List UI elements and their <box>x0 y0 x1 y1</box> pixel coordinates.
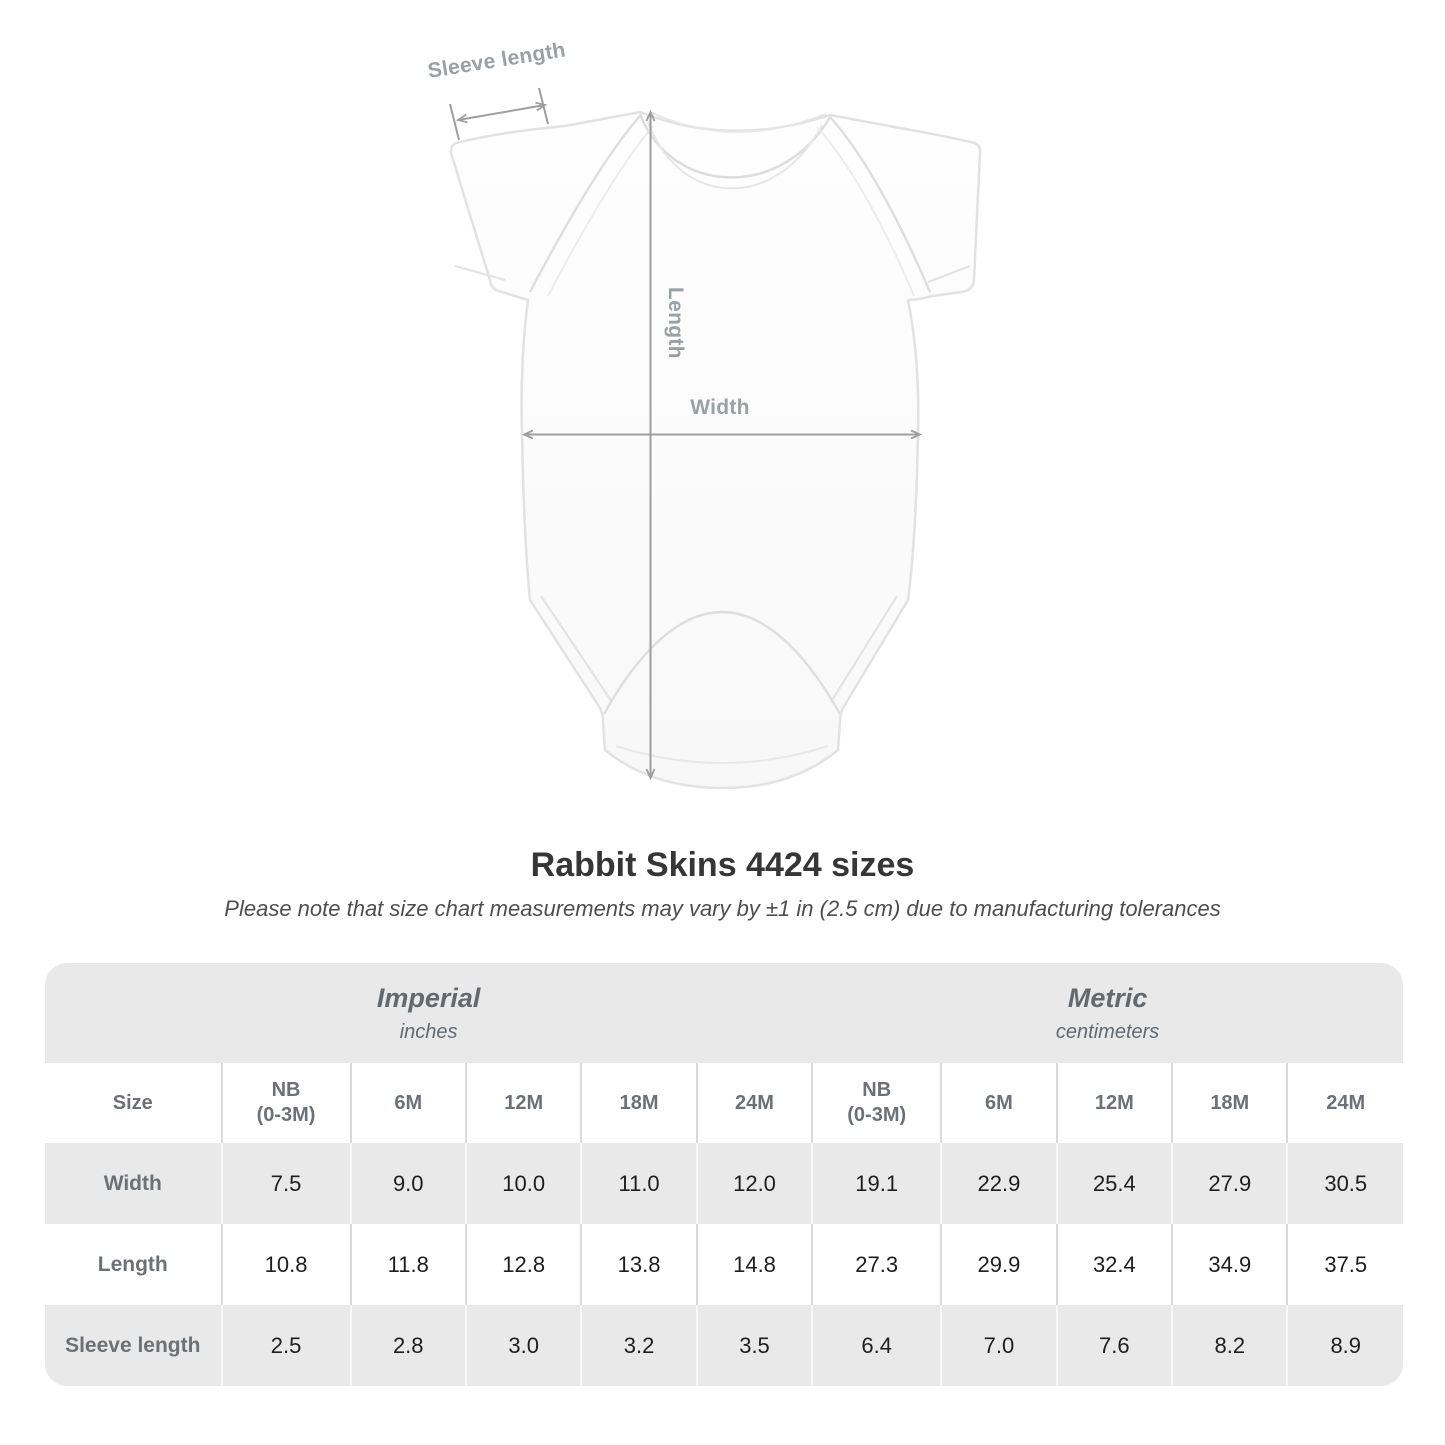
col-header-imperial-6m: 6M <box>349 1063 466 1143</box>
col-header-metric-6m: 6M <box>940 1063 1057 1143</box>
sleeve-imperial-nb: 2.5 <box>220 1305 351 1386</box>
length-imperial-18m: 13.8 <box>580 1224 697 1305</box>
sleeve-metric-12m: 7.6 <box>1055 1305 1173 1386</box>
width-metric-24m: 30.5 <box>1286 1143 1403 1224</box>
sleeve-metric-6m: 7.0 <box>940 1305 1057 1386</box>
width-imperial-18m: 11.0 <box>580 1143 697 1224</box>
sleeve-length-row: Sleeve length 2.5 2.8 3.0 3.2 3.5 6.4 7.… <box>45 1305 1403 1386</box>
width-imperial-6m: 9.0 <box>349 1143 466 1224</box>
length-dim-label: Length <box>664 287 687 359</box>
size-header-row: Size NB (0-3M) 6M 12M 18M 24M NB (0-3M) … <box>45 1063 1403 1143</box>
col-header-metric-18m: 18M <box>1171 1063 1288 1143</box>
width-row: Width 7.5 9.0 10.0 11.0 12.0 19.1 22.9 2… <box>45 1143 1403 1224</box>
width-metric-12m: 25.4 <box>1055 1143 1173 1224</box>
row-label-length: Length <box>45 1224 222 1305</box>
col-header-metric-24m: 24M <box>1286 1063 1403 1143</box>
length-imperial-6m: 11.8 <box>349 1224 466 1305</box>
width-metric-nb: 19.1 <box>811 1143 942 1224</box>
sleeve-imperial-12m: 3.0 <box>464 1305 582 1386</box>
length-metric-nb: 27.3 <box>811 1224 942 1305</box>
sleeve-dimension-tick-right <box>538 87 549 125</box>
width-imperial-nb: 7.5 <box>220 1143 351 1224</box>
metric-group-label: Metric <box>1067 982 1148 1013</box>
length-metric-18m: 34.9 <box>1171 1224 1288 1305</box>
row-label-width: Width <box>45 1143 222 1224</box>
width-metric-18m: 27.9 <box>1171 1143 1288 1224</box>
width-metric-6m: 22.9 <box>940 1143 1057 1224</box>
sleeve-imperial-24m: 3.5 <box>695 1305 813 1386</box>
length-metric-12m: 32.4 <box>1055 1224 1173 1305</box>
unit-group-row: Imperial inches Metric centimeters <box>45 963 1403 1063</box>
imperial-group-label: Imperial <box>376 982 481 1013</box>
dimension-lines <box>449 87 923 781</box>
col-header-metric-12m: 12M <box>1055 1063 1173 1143</box>
garment-diagram: Sleeve length Length Width <box>426 38 982 790</box>
length-imperial-12m: 12.8 <box>464 1224 582 1305</box>
sleeve-metric-nb: 6.4 <box>811 1305 942 1386</box>
sleeve-dimension-line <box>455 101 548 124</box>
width-dim-label: Width <box>690 396 750 419</box>
bodysuit-outline <box>449 110 982 790</box>
sleeve-metric-24m: 8.9 <box>1286 1305 1403 1386</box>
bodysuit-illustration <box>449 87 982 790</box>
tolerance-note: Please note that size chart measurements… <box>224 896 1221 921</box>
imperial-group-header: Imperial inches <box>45 963 813 1063</box>
length-metric-24m: 37.5 <box>1286 1224 1403 1305</box>
col-header-metric-nb: NB (0-3M) <box>811 1063 942 1143</box>
length-imperial-24m: 14.8 <box>695 1224 813 1305</box>
col-header-imperial-12m: 12M <box>464 1063 582 1143</box>
length-metric-6m: 29.9 <box>940 1224 1057 1305</box>
width-imperial-12m: 10.0 <box>464 1143 582 1224</box>
length-row: Length 10.8 11.8 12.8 13.8 14.8 27.3 29.… <box>45 1224 1403 1305</box>
metric-group-header: Metric centimeters <box>812 963 1403 1063</box>
size-table: Imperial inches Metric centimeters Size … <box>45 963 1403 1386</box>
sleeve-dimension-tick-left <box>449 103 460 141</box>
metric-group-unit: centimeters <box>1055 1020 1160 1043</box>
col-header-imperial-18m: 18M <box>580 1063 697 1143</box>
length-imperial-nb: 10.8 <box>220 1224 351 1305</box>
width-imperial-24m: 12.0 <box>695 1143 813 1224</box>
sleeve-imperial-6m: 2.8 <box>349 1305 466 1386</box>
size-column-header: Size <box>45 1063 222 1143</box>
sleeve-metric-18m: 8.2 <box>1171 1305 1288 1386</box>
row-label-sleeve-length: Sleeve length <box>45 1305 222 1386</box>
sleeve-imperial-18m: 3.2 <box>580 1305 697 1386</box>
col-header-imperial-24m: 24M <box>695 1063 813 1143</box>
imperial-group-unit: inches <box>399 1020 458 1043</box>
col-header-imperial-nb: NB (0-3M) <box>220 1063 351 1143</box>
page-title: Rabbit Skins 4424 sizes <box>530 846 915 884</box>
